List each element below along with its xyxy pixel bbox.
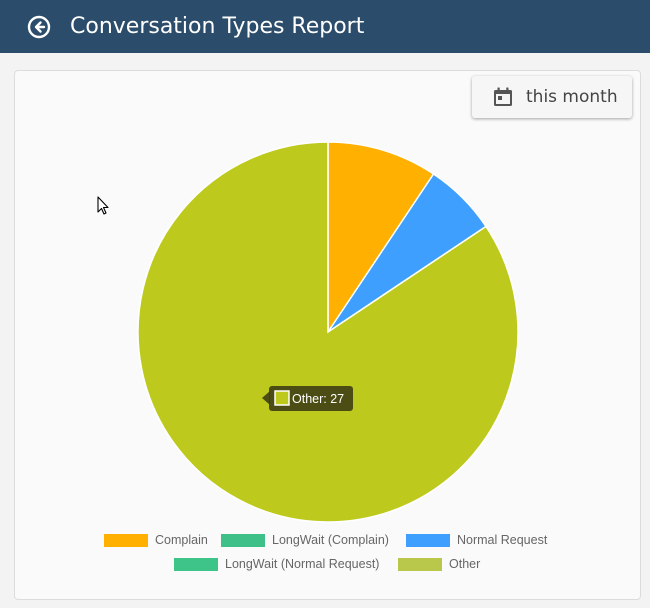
legend-swatch: [174, 557, 218, 571]
legend-swatch: [406, 533, 450, 547]
legend-item-longwait-normal-request[interactable]: LongWait (Normal Request): [174, 556, 379, 572]
app-header: Conversation Types Report: [0, 0, 650, 53]
legend-label: Complain: [155, 533, 208, 547]
date-range-button[interactable]: this month: [472, 76, 632, 118]
calendar-icon: [494, 87, 512, 106]
mouse-cursor-icon: [97, 196, 109, 215]
date-range-label: this month: [526, 87, 618, 107]
legend-label: LongWait (Complain): [272, 533, 389, 547]
legend-label: Other: [449, 557, 481, 571]
tooltip-label: Other: 27: [292, 392, 344, 406]
legend-label: LongWait (Normal Request): [225, 557, 380, 571]
legend-item-complain[interactable]: Complain: [104, 532, 208, 548]
pie-slice-other[interactable]: [137, 141, 519, 523]
page-title: Conversation Types Report: [70, 14, 365, 39]
legend-item-other[interactable]: Other: [398, 556, 480, 572]
legend-swatch: [221, 533, 265, 547]
legend-swatch: [398, 557, 442, 571]
pie-slice-complain[interactable]: [327, 141, 435, 335]
legend-item-longwait-complain[interactable]: LongWait (Complain): [221, 532, 389, 548]
back-arrow-icon[interactable]: [27, 15, 51, 39]
legend-label: Normal Request: [457, 533, 548, 547]
legend-item-normal-request[interactable]: Normal Request: [406, 532, 547, 548]
legend-swatch: [104, 533, 148, 547]
chart-tooltip: Other: 27: [262, 386, 353, 411]
